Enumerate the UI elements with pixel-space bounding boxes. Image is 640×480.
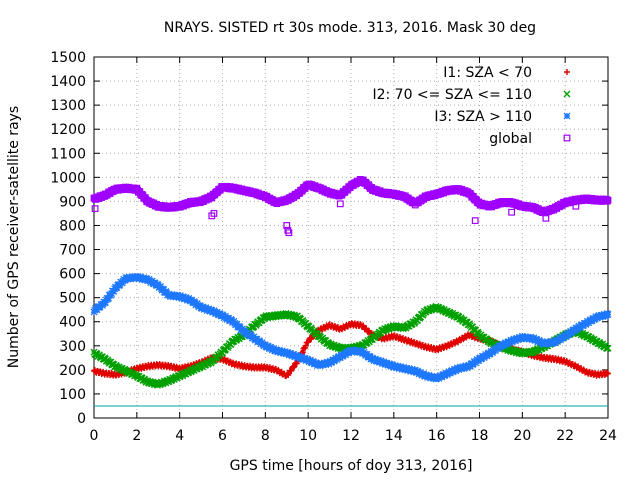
data-point-outlier: [285, 229, 293, 237]
x-tick-label: 6: [218, 428, 227, 444]
data-point: [603, 197, 611, 205]
x-tick-label: 4: [175, 428, 184, 444]
data-point: [290, 364, 297, 371]
data-point: [604, 196, 612, 204]
data-point-outlier: [572, 202, 580, 210]
data-point: [380, 358, 388, 366]
data-point: [278, 347, 286, 355]
data-point: [530, 334, 538, 342]
data-point-outlier: [471, 217, 479, 225]
y-tick-label: 1200: [50, 122, 86, 138]
series-3: [90, 272, 612, 383]
y-tick-label: 800: [59, 218, 86, 234]
legend-label: I2: 70 <= SZA <= 110: [372, 87, 532, 103]
series-2: [90, 302, 612, 389]
x-tick-label: 18: [471, 428, 489, 444]
plot-frame: [93, 56, 609, 419]
x-tick-label: 12: [342, 428, 360, 444]
x-tick-label: 16: [428, 428, 446, 444]
data-point: [420, 370, 428, 378]
x-tick-label: 22: [556, 428, 574, 444]
data-point: [603, 195, 610, 203]
legend-label: I3: SZA > 110: [434, 109, 532, 125]
x-tick-label: 2: [132, 428, 141, 444]
data-point: [270, 345, 278, 352]
data-point: [176, 292, 184, 300]
y-axis-label: Number of GPS receiver-satellite rays: [6, 106, 22, 368]
chart-title: NRAYS. SISTED rt 30s mode. 313, 2016. Ma…: [164, 20, 536, 36]
y-tick-label: 1400: [50, 74, 86, 90]
y-tick-label: 1100: [50, 146, 86, 162]
data-point: [408, 365, 416, 373]
data-point: [288, 367, 295, 374]
data-point: [365, 327, 372, 334]
y-tick-label: 700: [59, 243, 86, 259]
y-tick-label: 300: [59, 339, 86, 355]
y-tick-label: 400: [59, 315, 86, 331]
y-tick-label: 200: [59, 363, 86, 379]
data-point: [299, 349, 306, 356]
legend-label: I1: SZA < 70: [443, 65, 532, 81]
data-point: [538, 338, 546, 345]
legend-marker: [564, 69, 570, 75]
y-tick-label: 0: [77, 411, 86, 427]
data-point: [107, 291, 115, 299]
x-tick-label: 20: [513, 428, 531, 444]
y-tick-label: 900: [59, 194, 86, 210]
data-point-outlier: [508, 208, 516, 216]
data-point: [102, 299, 109, 307]
data-point-outlier: [91, 205, 99, 213]
x-tick-label: 0: [90, 428, 99, 444]
y-tick-label: 1300: [50, 98, 86, 114]
axis-ticks: 0 2 4 6 8 10 12 14 16 18 20 22 240100200300400500600…: [50, 50, 617, 444]
data-point: [110, 287, 118, 295]
data-point: [438, 373, 446, 381]
data-point: [261, 341, 269, 349]
data-point: [604, 344, 612, 352]
y-tick-label: 600: [59, 267, 86, 283]
y-tick-label: 1000: [50, 170, 86, 186]
legend-marker: [563, 90, 571, 98]
y-tick-label: 1500: [50, 50, 86, 66]
x-tick-label: 10: [299, 428, 317, 444]
data-point: [298, 353, 306, 361]
data-points: [90, 175, 612, 407]
data-point: [121, 276, 129, 284]
legend-label: global: [489, 131, 532, 147]
data-point-outlier: [542, 214, 550, 222]
x-tick-label: 8: [261, 428, 270, 444]
x-tick-label: 14: [385, 428, 403, 444]
data-point-outlier: [283, 222, 291, 229]
y-tick-label: 500: [59, 291, 86, 307]
data-point: [605, 370, 611, 377]
data-point: [446, 369, 454, 377]
data-point: [302, 342, 309, 349]
data-point: [511, 337, 519, 345]
data-point: [455, 366, 463, 374]
data-point-outlier: [210, 210, 218, 217]
legend-marker: [563, 134, 571, 142]
y-tick-label: 100: [59, 387, 86, 403]
data-point: [196, 302, 204, 310]
legend-marker: [563, 112, 571, 120]
data-point: [372, 355, 379, 363]
x-axis-label: GPS time [hours of doy 313, 2016]: [230, 458, 473, 474]
legend: I1: SZA < 70 I2: 70 <= SZA <= 110 I3: SZA …: [372, 65, 571, 147]
data-point: [503, 340, 511, 348]
data-point: [205, 305, 213, 313]
data-point: [604, 311, 612, 318]
data-point-outlier: [336, 200, 344, 208]
x-tick-label: 24: [599, 428, 617, 444]
series-4: [90, 175, 612, 237]
